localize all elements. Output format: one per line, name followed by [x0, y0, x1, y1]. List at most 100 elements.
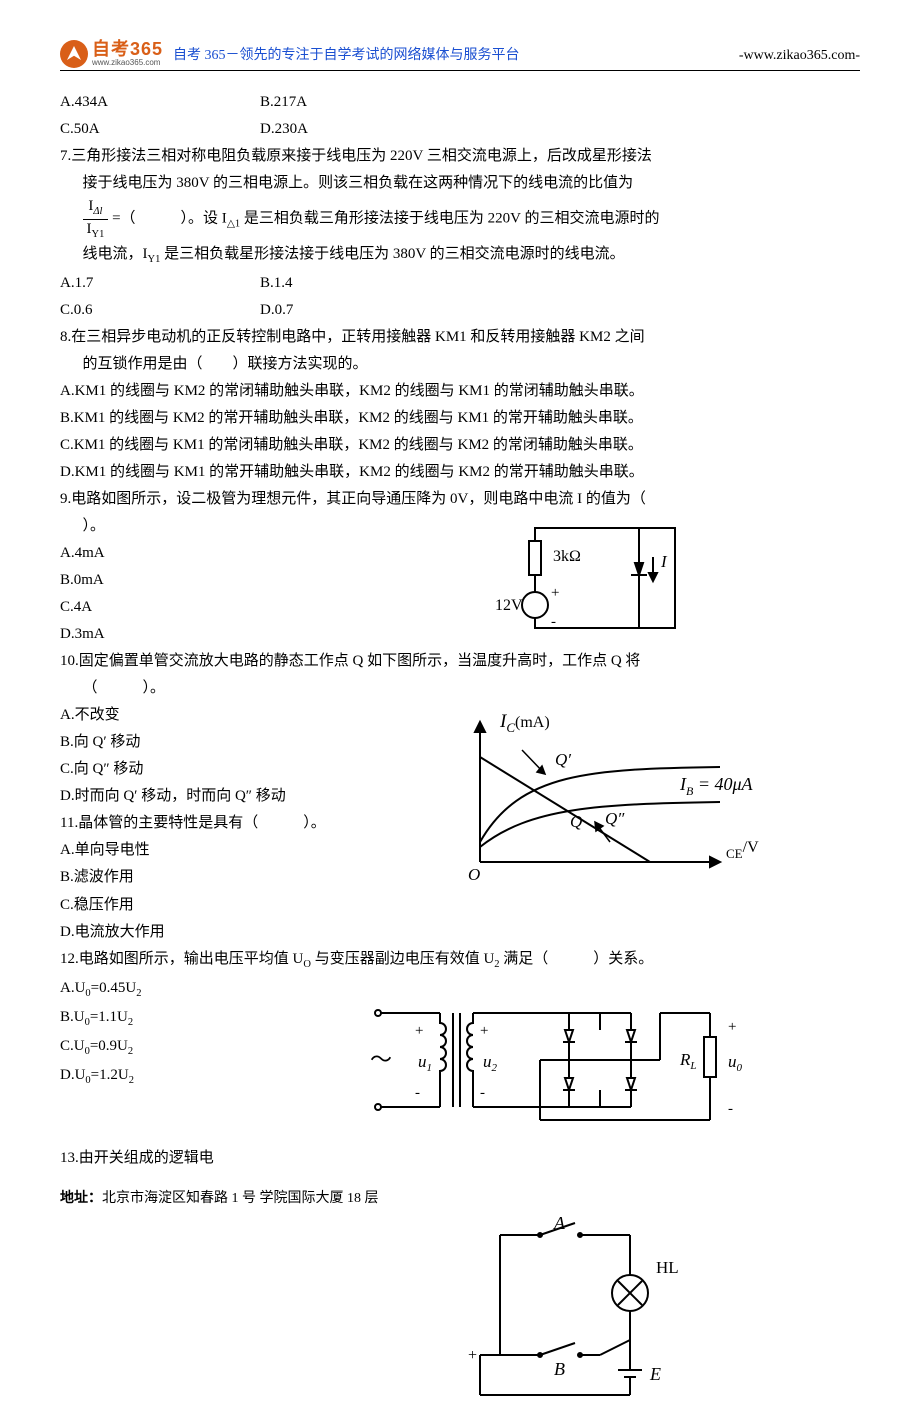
q12-u2: u2: [483, 1052, 498, 1074]
footer-text: 北京市海淀区知春路 1 号 学院国际大厦 18 层: [102, 1191, 379, 1206]
q7-options-row2: C.0.6 D.0.7: [60, 297, 860, 324]
q12-plus1: +: [415, 1023, 423, 1039]
logo-sub: www.zikao365.com: [92, 58, 163, 68]
q8-opt-d: D.KM1 的线圈与 KM1 的常开辅助触头串联，KM2 的线圈与 KM2 的常…: [60, 459, 860, 486]
logo-text-block: 自考365 www.zikao365.com: [92, 40, 163, 68]
q12-ac: ～: [370, 1047, 392, 1072]
q6-opt-d: D.230A: [260, 116, 460, 143]
q6-opt-a: A.434A: [60, 89, 260, 116]
footer-label: 地址：: [60, 1191, 102, 1206]
q10-opt-d: D.时而向 Q′ 移动，时而向 Q″ 移动: [60, 783, 360, 810]
q13-plus: +: [468, 1347, 477, 1364]
q9-figure: 3kΩ + 12V - I: [320, 513, 860, 643]
q12-opt-c: C.U0=0.9U2: [60, 1033, 260, 1062]
q9-opt-d: D.3mA: [60, 621, 320, 648]
q12-text-col: A.U0=0.45U2 B.U0=1.1U2 C.U0=0.9U2 D.U0=1…: [60, 975, 260, 1091]
page-header: 自考365 www.zikao365.com 自考 365－领先的专注于自学考试…: [60, 40, 860, 71]
q9-opt-c: C.4A: [60, 594, 320, 621]
q7-opt-d: D.0.7: [260, 297, 460, 324]
q7-frac-num: IΔl: [83, 197, 109, 220]
q12-row: A.U0=0.45U2 B.U0=1.1U2 C.U0=0.9U2 D.U0=1…: [60, 975, 860, 1145]
q7-opt-a: A.1.7: [60, 270, 260, 297]
page-footer: 地址：北京市海淀区知春路 1 号 学院国际大厦 18 层: [60, 1186, 860, 1211]
q10-opt-c: C.向 Q″ 移动: [60, 756, 360, 783]
q12-rl: RL: [679, 1050, 697, 1072]
q13-text: 13.由开关组成的逻辑电: [60, 1145, 860, 1172]
q6-opt-c: C.50A: [60, 116, 260, 143]
q10-opt-a: A.不改变: [60, 702, 360, 729]
q10-text-col: A.不改变 B.向 Q′ 移动 C.向 Q″ 移动 D.时而向 Q′ 移动，时而…: [60, 702, 360, 891]
q9-i-label: I: [660, 552, 668, 571]
q6-options-row2: C.50A D.230A: [60, 116, 860, 143]
q7-text2: 接于线电压为 380V 的三相电源上。则该三相负载在这两种情况下的线电流的比值为: [60, 170, 860, 197]
q11-opt-c: C.稳压作用: [60, 892, 860, 919]
q8-opt-a: A.KM1 的线圈与 KM2 的常闭辅助触头串联，KM2 的线圈与 KM1 的常…: [60, 378, 860, 405]
q7-text1: 7.三角形接法三相对称电阻负载原来接于线电压为 220V 三相交流电源上，后改成…: [60, 143, 860, 170]
q7-opt-b: B.1.4: [260, 270, 460, 297]
q9-text-col: ）。 A.4mA B.0mA C.4A D.3mA: [60, 513, 320, 648]
q10-qprime: Q′: [555, 750, 571, 769]
q7-options-row1: A.1.7 B.1.4: [60, 270, 860, 297]
q7-after: 是三相负载三角形接法接于线电压为 220V 的三相交流电源时的: [240, 211, 659, 227]
q12-minus3: -: [728, 1101, 733, 1117]
logo-block: 自考365 www.zikao365.com 自考 365－领先的专注于自学考试…: [60, 40, 520, 68]
q10-graph-svg: IC(mA) Q′ Q Q″ IB = 40μA CE/V O: [440, 702, 780, 892]
q10-text2: （ ）。: [60, 675, 860, 702]
q12-plus2: +: [480, 1023, 488, 1039]
q12-plus3: +: [728, 1019, 736, 1035]
q9-r-label: 3kΩ: [553, 548, 581, 565]
q7-eq-line: IΔl IY1 =（ ）。设 I△1 是三相负载三角形接法接于线电压为 220V…: [60, 197, 860, 241]
q12-minus2: -: [480, 1085, 485, 1101]
q12-figure: ～ + - u1 + - u2 RL + u0 -: [260, 975, 860, 1145]
q10-text1: 10.固定偏置单管交流放大电路的静态工作点 Q 如下图所示，当温度升高时，工作点…: [60, 648, 860, 675]
q13-a: A: [553, 1215, 566, 1233]
q12-circuit-svg: ～ + - u1 + - u2 RL + u0 -: [350, 975, 770, 1145]
header-site-link: -www.zikao365.com-: [739, 43, 860, 68]
q13-figure: A B HL E +: [320, 1215, 860, 1405]
q13-b: B: [554, 1359, 565, 1379]
q10-y-label: IC(mA): [499, 711, 550, 735]
q10-opt-b: B.向 Q′ 移动: [60, 729, 360, 756]
header-tagline: 自考 365－领先的专注于自学考试的网络媒体与服务平台: [173, 43, 520, 68]
q6-opt-b: B.217A: [260, 89, 460, 116]
q8-opt-c: C.KM1 的线圈与 KM1 的常闭辅助触头串联，KM2 的线圈与 KM2 的常…: [60, 432, 860, 459]
q8-opt-b: B.KM1 的线圈与 KM2 的常开辅助触头串联，KM2 的线圈与 KM1 的常…: [60, 405, 860, 432]
q9-v-label: 12V: [495, 597, 523, 614]
q11-opt-b: B.滤波作用: [60, 864, 360, 891]
q12-opt-b: B.U0=1.1U2: [60, 1004, 260, 1033]
q7-triangle-sub: △1: [227, 219, 240, 230]
q12-minus1: -: [415, 1085, 420, 1101]
q10-row: A.不改变 B.向 Q′ 移动 C.向 Q″ 移动 D.时而向 Q′ 移动，时而…: [60, 702, 860, 892]
q13-hl: HL: [656, 1258, 679, 1277]
q11-opt-d: D.电流放大作用: [60, 919, 860, 946]
q8-text2: 的互锁作用是由（ ）联接方法实现的。: [60, 351, 860, 378]
q12-opt-d: D.U0=1.2U2: [60, 1062, 260, 1091]
q6-options-row1: A.434A B.217A: [60, 89, 860, 116]
q11-opt-a: A.单向导电性: [60, 837, 360, 864]
q10-x-label: CE/V: [726, 839, 759, 861]
q12-u1: u1: [418, 1052, 432, 1074]
q8-text1: 8.在三相异步电动机的正反转控制电路中，正转用接触器 KM1 和反转用接触器 K…: [60, 324, 860, 351]
q13-circuit-svg: A B HL E +: [460, 1215, 720, 1405]
q10-q: Q: [570, 812, 582, 831]
q10-figure: IC(mA) Q′ Q Q″ IB = 40μA CE/V O: [360, 702, 860, 892]
q7-linecur: 线电流，IY1 是三相负载星形接法接于线电压为 380V 的三相交流电源时的线电…: [60, 241, 860, 270]
q10-ib: IB = 40μA: [679, 774, 754, 798]
q7-fraction: IΔl IY1: [83, 197, 109, 241]
q13-e: E: [649, 1364, 661, 1384]
q11-text: 11.晶体管的主要特性是具有（ ）。: [60, 810, 360, 837]
q9-plus: +: [551, 585, 559, 601]
q7-opt-c: C.0.6: [60, 297, 260, 324]
q9-text2: ）。: [60, 513, 320, 540]
q10-origin: O: [468, 865, 480, 884]
q10-qpp: Q″: [605, 809, 625, 828]
logo-main: 自考365: [92, 40, 163, 58]
q12-u0: u0: [728, 1052, 743, 1074]
q9-opt-b: B.0mA: [60, 567, 320, 594]
q12-text: 12.电路如图所示，输出电压平均值 UO 与变压器副边电压有效值 U2 满足（ …: [60, 946, 860, 975]
q9-opt-a: A.4mA: [60, 540, 320, 567]
page-root: 自考365 www.zikao365.com 自考 365－领先的专注于自学考试…: [0, 0, 920, 1425]
q9-text1: 9.电路如图所示，设二极管为理想元件，其正向导通压降为 0V，则电路中电流 I …: [60, 486, 860, 513]
q9-row: ）。 A.4mA B.0mA C.4A D.3mA: [60, 513, 860, 648]
q9-minus: -: [551, 614, 556, 630]
